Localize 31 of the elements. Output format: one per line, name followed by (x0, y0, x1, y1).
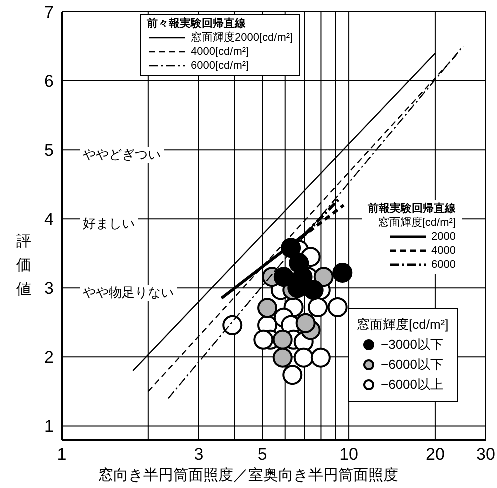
legend-label: 4000 (432, 244, 456, 258)
x-tick-label: 3 (194, 445, 204, 464)
y-tick-label: 2 (44, 348, 54, 368)
x-axis-title: 窓向き半円筒面照度／室奥向き半円筒面照度 (98, 466, 400, 485)
legend-label: 6000 (432, 258, 456, 272)
legend-label: 2000 (432, 230, 456, 244)
legend-label: 4000[cd/m²] (191, 45, 250, 59)
annotation: ややどぎつい (83, 147, 161, 162)
legend-label: −3000以下 (381, 336, 444, 354)
x-tick-label: 10 (340, 445, 359, 464)
x-tick-label: 5 (258, 445, 268, 464)
legend-label: 窓面輝度2000[cd/m²] (191, 31, 294, 45)
legend-label: 6000[cd/m²] (191, 59, 250, 73)
x-tick-label: 20 (426, 445, 445, 464)
legend-title: 窓面輝度[cd/m²] (357, 317, 449, 332)
x-tick-label: 30 (476, 445, 496, 464)
y-tick-label: 6 (44, 72, 54, 92)
x-tick-label: 1 (57, 445, 67, 464)
annotation: 窓面輝度[cd/m²] (378, 217, 456, 229)
legend-label: −6000以上 (381, 376, 444, 394)
annotation: 前報実験回帰直線 (368, 203, 456, 215)
y-tick-label: 5 (44, 141, 54, 160)
annotation: 前々報実験回帰直線 (147, 18, 246, 30)
y-tick-label: 3 (44, 279, 54, 298)
y-axis-title: 評価値 (16, 232, 32, 300)
y-tick-label: 1 (44, 417, 54, 436)
y-tick-label: 7 (44, 3, 54, 22)
y-tick-label: 4 (44, 210, 54, 230)
legend-label: −6000以下 (381, 356, 444, 374)
annotation: やや物足りない (83, 285, 174, 300)
annotation: 好ましい (83, 216, 135, 231)
